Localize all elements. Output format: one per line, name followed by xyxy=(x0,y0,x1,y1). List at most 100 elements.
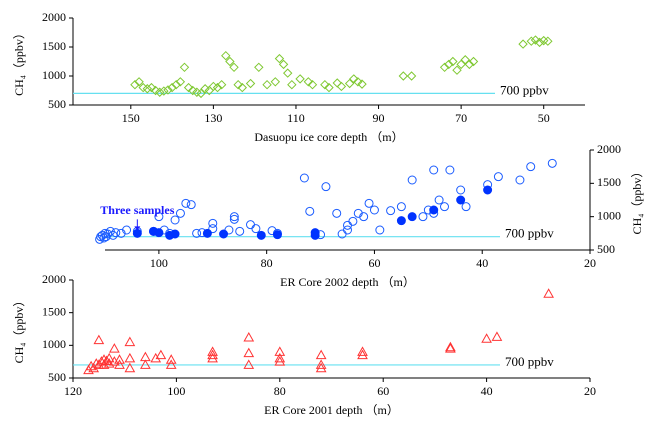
data-point xyxy=(357,349,368,360)
data-point xyxy=(208,218,218,228)
data-point xyxy=(130,79,140,90)
data-point xyxy=(111,228,121,238)
data-point xyxy=(349,74,359,84)
data-point xyxy=(336,81,347,92)
data-point xyxy=(243,331,255,342)
data-point xyxy=(283,68,293,78)
data-point xyxy=(305,206,315,216)
data-point xyxy=(357,79,367,89)
y-tick-label: 500 xyxy=(48,370,66,384)
data-point xyxy=(270,77,281,87)
data-point xyxy=(235,226,245,236)
data-point xyxy=(154,212,164,222)
data-point xyxy=(122,225,132,235)
data-point xyxy=(456,59,466,70)
data-point xyxy=(208,81,219,92)
y-axis-title: CH₄（ppbv） xyxy=(12,295,26,364)
x-tick-label: 60 xyxy=(368,256,380,270)
data-point xyxy=(324,82,334,93)
data-point xyxy=(456,185,466,195)
data-point xyxy=(299,173,309,183)
x-tick-label: 20 xyxy=(584,256,596,270)
data-point xyxy=(483,185,493,195)
data-point xyxy=(460,55,470,65)
reference-label: 700 ppbv xyxy=(505,226,554,241)
data-point xyxy=(526,162,536,172)
data-point xyxy=(229,62,239,73)
data-point xyxy=(229,214,239,224)
y-tick-label: 1000 xyxy=(42,68,66,82)
data-point xyxy=(287,79,297,90)
x-tick-label: 70 xyxy=(455,111,467,125)
x-tick-label: 40 xyxy=(476,256,488,270)
y-axis-title: CH₄（ppbv） xyxy=(630,166,644,235)
data-point xyxy=(109,343,120,353)
data-point xyxy=(407,212,417,222)
data-point xyxy=(547,158,557,168)
y-tick-label: 2000 xyxy=(42,10,66,24)
x-axis-title: Dasuopu ice core depth （m） xyxy=(254,130,403,144)
data-point xyxy=(200,84,210,94)
x-tick-label: 80 xyxy=(274,384,286,398)
y-tick-label: 1000 xyxy=(597,208,621,222)
data-point xyxy=(124,336,136,347)
data-point xyxy=(93,334,105,345)
data-point xyxy=(357,346,368,356)
x-tick-label: 60 xyxy=(377,384,389,398)
y-tick-label: 2000 xyxy=(597,142,621,156)
data-point xyxy=(175,208,185,218)
data-point xyxy=(229,212,239,222)
x-tick-label: 100 xyxy=(167,384,185,398)
data-point xyxy=(88,362,100,373)
data-point xyxy=(97,230,107,240)
data-point xyxy=(245,78,256,89)
y-tick-label: 1500 xyxy=(597,175,621,189)
data-point xyxy=(440,202,449,212)
data-point xyxy=(307,79,318,90)
data-point xyxy=(237,82,247,93)
x-tick-label: 150 xyxy=(122,111,140,125)
data-point xyxy=(530,35,541,45)
data-point xyxy=(348,216,358,226)
data-point xyxy=(344,78,355,89)
data-point xyxy=(192,228,202,238)
data-point xyxy=(114,359,125,369)
data-point xyxy=(212,82,223,93)
data-point xyxy=(150,352,162,363)
data-point xyxy=(445,341,456,352)
data-point xyxy=(243,347,255,358)
data-point xyxy=(208,224,218,234)
data-point xyxy=(526,36,537,46)
data-point xyxy=(93,359,105,369)
data-point xyxy=(207,352,218,363)
y-tick-label: 500 xyxy=(48,97,66,111)
data-point xyxy=(491,331,503,341)
data-point xyxy=(452,65,462,75)
data-point xyxy=(445,343,456,353)
data-point xyxy=(140,359,151,369)
data-point xyxy=(315,349,327,360)
data-point xyxy=(108,230,118,240)
data-point xyxy=(202,228,212,238)
data-point xyxy=(364,198,374,208)
reference-label: 700 ppbv xyxy=(505,354,554,369)
data-point xyxy=(320,79,330,90)
data-point xyxy=(207,346,218,356)
data-point xyxy=(515,175,525,185)
data-point xyxy=(175,77,186,87)
data-point xyxy=(439,62,450,73)
data-point xyxy=(146,82,157,93)
data-point xyxy=(543,36,553,46)
y-tick-label: 1500 xyxy=(42,304,66,318)
data-point xyxy=(219,229,229,239)
data-point xyxy=(343,225,352,235)
data-point xyxy=(221,50,231,61)
data-point xyxy=(256,230,266,240)
data-point xyxy=(183,82,194,93)
y-tick-label: 500 xyxy=(597,242,615,256)
y-axis-title: CH₄（ppbv） xyxy=(12,27,26,96)
data-point xyxy=(418,212,428,222)
data-point xyxy=(396,202,406,212)
y-tick-label: 1500 xyxy=(42,39,66,53)
reference-label: 700 ppbv xyxy=(500,82,549,97)
